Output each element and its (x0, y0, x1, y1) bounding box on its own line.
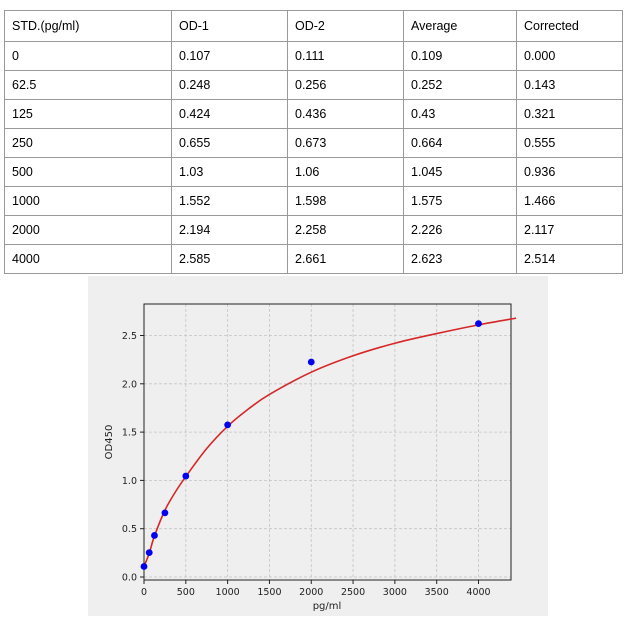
cell-od-1: 0.655 (171, 128, 288, 158)
table-row: 250 0.655 0.673 0.664 0.555 (4, 128, 623, 158)
cell-average: 0.664 (403, 128, 517, 158)
data-point (475, 320, 482, 328)
x-tick-label: 1000 (216, 587, 240, 598)
cell-od-2: 0.673 (287, 128, 404, 158)
fitted-curve (143, 317, 517, 567)
cell-od-1: 0.248 (171, 70, 288, 100)
cell-average: 2.623 (403, 244, 517, 274)
plot-frame (143, 303, 512, 581)
cell-std: 0 (4, 41, 172, 71)
data-point (182, 472, 190, 480)
table-row: 500 1.03 1.06 1.045 0.936 (4, 157, 623, 187)
cell-corrected: 0.936 (516, 157, 623, 187)
cell-std: 4000 (4, 244, 172, 274)
cell-std: 125 (4, 99, 172, 129)
cell-od-2: 0.256 (287, 70, 404, 100)
table-row: 1000 1.552 1.598 1.575 1.466 (4, 186, 623, 216)
x-tick-label: 3500 (425, 587, 449, 598)
x-tick-label: 4000 (466, 587, 490, 598)
cell-od-2: 1.598 (287, 186, 404, 216)
chart-canvas: 0 500 1000 1500 2000 2500 3000 3500 4000 0.0 0.5 1.… (104, 303, 517, 612)
cell-corrected: 1.466 (516, 186, 623, 216)
data-point (307, 358, 315, 366)
y-tick-label: 0.5 (122, 524, 137, 535)
data-points (140, 320, 482, 570)
x-tick-label: 2000 (299, 587, 323, 598)
data-point (151, 532, 158, 539)
table-row: 4000 2.585 2.661 2.623 2.514 (4, 244, 623, 274)
grid-lines (143, 304, 511, 580)
cell-std: 1000 (4, 186, 172, 216)
x-tick-label: 500 (177, 587, 195, 598)
cell-average: 1.045 (403, 157, 517, 187)
cell-od-1: 1.552 (171, 186, 288, 216)
axis-ticks: 0 500 1000 1500 2000 2500 3000 3500 4000 0.0 0.5 1.… (122, 331, 491, 598)
cell-od-1: 0.424 (171, 99, 288, 129)
y-tick-label: 1.5 (122, 428, 137, 439)
cell-average: 2.226 (403, 215, 517, 245)
cell-od-2: 0.436 (287, 99, 404, 129)
cell-od-1: 2.585 (171, 244, 288, 274)
table-row: 0 0.107 0.111 0.109 0.000 (4, 41, 623, 71)
x-axis-label: pg/ml (313, 601, 342, 612)
x-tick-label: 3000 (383, 587, 407, 598)
y-tick-label: 2.5 (122, 331, 137, 342)
cell-corrected: 0.555 (516, 128, 623, 158)
table-row: 62.5 0.248 0.256 0.252 0.143 (4, 70, 623, 100)
cell-std: 250 (4, 128, 172, 158)
cell-od-1: 2.194 (171, 215, 288, 245)
y-axis-label: OD450 (104, 425, 115, 460)
header-average: Average (403, 10, 517, 42)
table-row: 2000 2.194 2.258 2.226 2.117 (4, 215, 623, 245)
data-point (224, 421, 232, 429)
data-point (145, 549, 153, 557)
cell-od-2: 0.111 (287, 41, 404, 71)
standard-curve-table: STD.(pg/ml) OD-1 OD-2 Average Corrected … (4, 10, 623, 274)
data-point (140, 563, 148, 570)
cell-average: 0.252 (403, 70, 517, 100)
header-od-1: OD-1 (171, 10, 288, 42)
y-tick-label: 2.0 (122, 379, 137, 390)
cell-average: 0.109 (403, 41, 517, 71)
cell-corrected: 0.000 (516, 41, 623, 71)
cell-corrected: 2.514 (516, 244, 623, 274)
cell-od-1: 1.03 (171, 157, 288, 187)
x-tick-label: 2500 (341, 587, 365, 598)
cell-od-2: 1.06 (287, 157, 404, 187)
header-od-2: OD-2 (287, 10, 404, 42)
y-tick-label: 0.0 (122, 573, 137, 584)
cell-std: 2000 (4, 215, 172, 245)
cell-corrected: 0.321 (516, 99, 623, 129)
header-std-concentration: STD.(pg/ml) (4, 10, 172, 42)
standard-curve-chart: 0 500 1000 1500 2000 2500 3000 3500 4000 0.0 0.5 1.… (88, 276, 548, 616)
cell-average: 0.43 (403, 99, 517, 129)
cell-corrected: 2.117 (516, 215, 623, 245)
header-corrected: Corrected (516, 10, 623, 42)
y-tick-label: 1.0 (122, 476, 137, 487)
cell-od-2: 2.258 (287, 215, 404, 245)
x-tick-label: 0 (141, 587, 147, 598)
cell-od-1: 0.107 (171, 41, 288, 71)
cell-od-2: 2.661 (287, 244, 404, 274)
cell-corrected: 0.143 (516, 70, 623, 100)
cell-average: 1.575 (403, 186, 517, 216)
cell-std: 500 (4, 157, 172, 187)
x-tick-label: 1500 (257, 587, 281, 598)
table-row: 125 0.424 0.436 0.43 0.321 (4, 99, 623, 129)
cell-std: 62.5 (4, 70, 172, 100)
data-point (161, 509, 169, 517)
fit-curve-line (143, 317, 517, 567)
table-header-row: STD.(pg/ml) OD-1 OD-2 Average Corrected (4, 10, 623, 42)
